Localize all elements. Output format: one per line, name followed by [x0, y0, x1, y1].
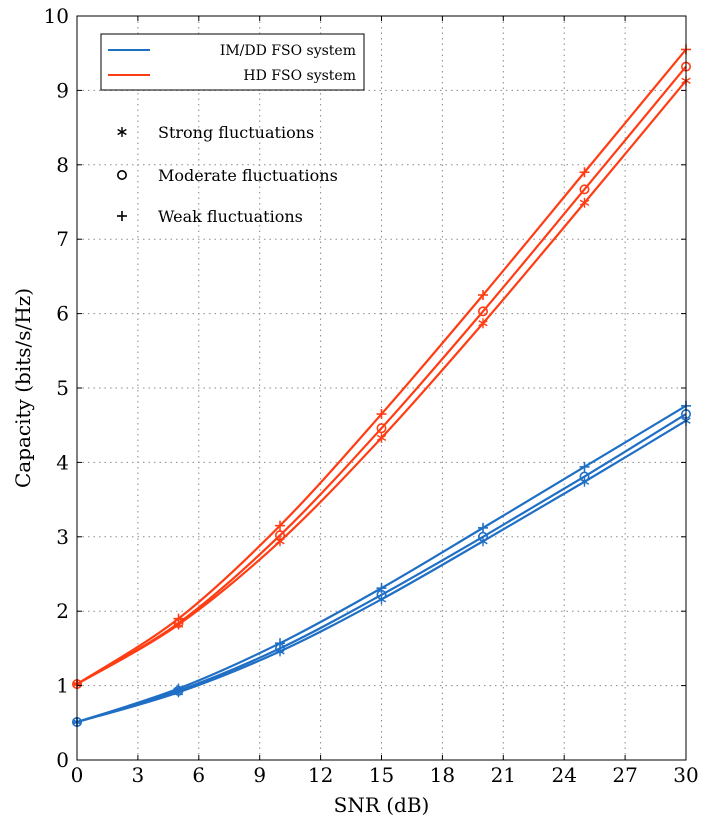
x-tick-label: 15 [369, 763, 394, 787]
y-tick-label: 8 [56, 153, 69, 177]
x-tick-label: 6 [192, 763, 205, 787]
asterisk-marker-arm [275, 648, 285, 655]
x-tick-label: 24 [551, 763, 576, 787]
circle-marker [376, 423, 387, 434]
data-point-hd-moderate [579, 184, 590, 195]
legend-marker-glyph [117, 127, 127, 137]
data-point-hd-strong [173, 619, 184, 630]
x-tick-label: 0 [71, 763, 84, 787]
series-line-hd-moderate [76, 65, 687, 686]
y-tick-label: 7 [56, 227, 69, 251]
asterisk-marker-arm [173, 689, 184, 696]
data-point-imdd-weak [579, 461, 590, 472]
legend-box [100, 33, 365, 91]
data-point-imdd-strong [275, 646, 285, 657]
data-point-imdd-strong [173, 687, 184, 698]
asterisk-marker-arm [478, 538, 488, 545]
legend-label-imdd: IM/DD FSO system [220, 43, 356, 59]
x-tick-label: 18 [430, 763, 455, 787]
data-point-hd-weak [275, 520, 285, 531]
legend-marker-strong [117, 127, 127, 137]
asterisk-marker-arm [579, 199, 590, 206]
y-axis-title: Capacity (bits/s/Hz) [11, 288, 35, 488]
series-imdd-strong [72, 415, 691, 728]
x-tick-label: 3 [132, 763, 145, 787]
series-group [72, 44, 691, 728]
asterisk-marker-arm [478, 320, 488, 327]
circle-marker [117, 170, 128, 181]
data-point-imdd-weak [376, 583, 387, 594]
x-tick-label: 27 [612, 763, 637, 787]
asterisk-marker-arm [173, 621, 184, 628]
asterisk-marker-arm [579, 478, 590, 485]
series-line-imdd-weak [76, 404, 687, 724]
data-point-imdd-weak [478, 522, 488, 533]
circle-marker [477, 306, 488, 317]
data-point-imdd-strong [478, 536, 488, 547]
legend-label-weak: Weak fluctuations [158, 207, 303, 226]
x-tick-label: 30 [673, 763, 698, 787]
data-point-imdd-strong [579, 476, 590, 487]
data-point-hd-strong [478, 318, 488, 329]
data-point-hd-moderate [376, 423, 387, 434]
data-point-imdd-strong [376, 594, 387, 605]
asterisk-marker-arm [376, 434, 387, 441]
data-point-hd-strong [376, 432, 387, 443]
data-point-hd-weak [579, 167, 590, 178]
y-tick-label: 1 [56, 674, 69, 698]
legend-marker-weak [117, 211, 127, 221]
legend-label-strong: Strong fluctuations [158, 123, 314, 142]
legend: IM/DD FSO system HD FSO system Strong fl… [100, 33, 365, 226]
x-tick-label: 9 [253, 763, 266, 787]
legend-label-hd: HD FSO system [243, 68, 356, 84]
asterisk-marker-arm [117, 128, 127, 136]
x-tick-label: 12 [308, 763, 333, 787]
legend-marker-glyph [117, 170, 128, 181]
y-tick-label: 5 [56, 376, 69, 400]
legend-label-moderate: Moderate fluctuations [158, 166, 338, 185]
series-imdd-weak [72, 400, 691, 728]
circle-marker [579, 184, 590, 195]
data-point-hd-weak [478, 290, 488, 300]
y-tick-label: 10 [44, 4, 69, 28]
legend-marker-moderate [117, 170, 128, 181]
data-point-hd-strong [579, 197, 590, 208]
data-point-hd-moderate [477, 306, 488, 317]
x-axis-title: SNR (dB) [334, 793, 430, 817]
data-point-hd-weak [376, 409, 387, 420]
y-tick-label: 0 [56, 748, 69, 772]
asterisk-marker-arm [376, 596, 387, 603]
y-tick-label: 4 [56, 450, 69, 474]
y-tick-label: 6 [56, 302, 69, 326]
x-tick-label: 21 [491, 763, 516, 787]
legend-marker-glyph [117, 211, 127, 221]
data-point-hd-strong [275, 536, 285, 547]
y-tick-label: 9 [56, 78, 69, 102]
y-tick-label: 3 [56, 525, 69, 549]
asterisk-marker-arm [275, 538, 285, 545]
y-tick-label: 2 [56, 599, 69, 623]
